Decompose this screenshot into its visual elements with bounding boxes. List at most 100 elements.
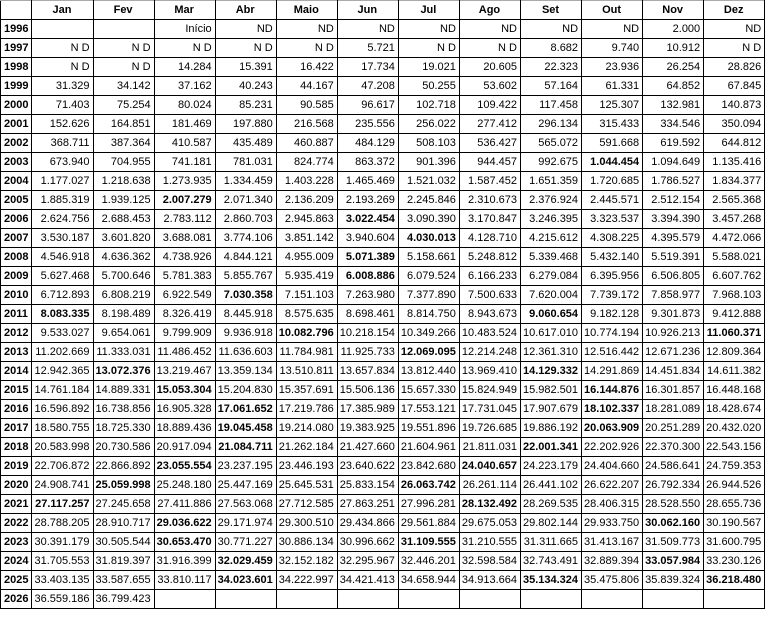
value-cell: 32.152.182 bbox=[275, 551, 338, 571]
column-header-maio: Maio bbox=[275, 0, 338, 20]
header-row: Jan Fev Mar Abr Maio Jun Jul Ago Set Out Nov Dez bbox=[0, 0, 765, 20]
value-cell: 30.653.470 bbox=[153, 532, 216, 552]
value-cell: 23.055.554 bbox=[153, 456, 216, 476]
value-cell: 25.059.998 bbox=[92, 475, 155, 495]
value-cell: 19.214.080 bbox=[275, 418, 338, 438]
year-cell: 2001 bbox=[0, 114, 33, 134]
value-cell: 2.071.340 bbox=[214, 190, 277, 210]
value-cell: 109.422 bbox=[458, 95, 521, 115]
value-cell: 33.810.117 bbox=[153, 570, 216, 590]
value-cell: 34.023.601 bbox=[214, 570, 277, 590]
value-cell: 1.939.125 bbox=[92, 190, 155, 210]
value-cell: 132.981 bbox=[642, 95, 705, 115]
value-cell: 6.607.762 bbox=[703, 266, 765, 286]
value-cell: 1.521.032 bbox=[397, 171, 460, 191]
column-header-jun: Jun bbox=[336, 0, 399, 20]
column-header-jan: Jan bbox=[31, 0, 94, 20]
value-cell: 28.528.550 bbox=[642, 494, 705, 514]
value-cell: 14.284 bbox=[153, 57, 216, 77]
value-cell: 5.588.021 bbox=[703, 247, 765, 267]
value-cell: 12.942.365 bbox=[31, 361, 94, 381]
value-cell: N D bbox=[92, 38, 155, 58]
value-cell: 24.040.657 bbox=[458, 456, 521, 476]
value-cell: 4.128.710 bbox=[458, 228, 521, 248]
value-cell: 3.457.268 bbox=[703, 209, 765, 229]
value-cell: 23.842.680 bbox=[397, 456, 460, 476]
year-cell: 2017 bbox=[0, 418, 33, 438]
table-row: 2005 1.885.319 1.939.125 2.007.279 2.071.340… bbox=[0, 190, 765, 210]
value-cell: 2.310.673 bbox=[458, 190, 521, 210]
year-cell: 2011 bbox=[0, 304, 33, 324]
value-cell: 197.880 bbox=[214, 114, 277, 134]
value-cell: N D bbox=[703, 38, 765, 58]
value-cell: 619.592 bbox=[642, 133, 705, 153]
value-cell: 22.370.300 bbox=[642, 437, 705, 457]
value-cell: 12.516.442 bbox=[581, 342, 644, 362]
value-cell: 27.996.281 bbox=[397, 494, 460, 514]
value-cell: 25.447.169 bbox=[214, 475, 277, 495]
value-cell: 26.063.742 bbox=[397, 475, 460, 495]
value-cell: 31.311.665 bbox=[519, 532, 583, 552]
value-cell: 10.926.213 bbox=[642, 323, 705, 343]
value-cell: N D bbox=[153, 38, 216, 58]
value-cell: 13.812.440 bbox=[397, 361, 460, 381]
value-cell: 35.475.806 bbox=[581, 570, 644, 590]
value-cell: 22.543.156 bbox=[703, 437, 765, 457]
value-cell: 16.301.857 bbox=[642, 380, 705, 400]
value-cell: 30.996.662 bbox=[336, 532, 399, 552]
value-cell: 5.935.419 bbox=[275, 266, 338, 286]
value-cell: 12.214.248 bbox=[458, 342, 521, 362]
value-cell: 22.001.341 bbox=[519, 437, 583, 457]
table-row: 2015 14.761.184 14.889.331 15.053.304 15.204… bbox=[0, 380, 765, 400]
value-cell: 27.563.068 bbox=[214, 494, 277, 514]
value-cell: 29.675.053 bbox=[458, 513, 521, 533]
value-cell bbox=[519, 589, 583, 609]
value-cell: 2.565.368 bbox=[703, 190, 765, 210]
value-cell: 2.376.924 bbox=[519, 190, 583, 210]
value-cell: 8.814.750 bbox=[397, 304, 460, 324]
value-cell: 6.808.219 bbox=[92, 285, 155, 305]
value-cell: 21.604.961 bbox=[397, 437, 460, 457]
value-cell: 117.458 bbox=[519, 95, 583, 115]
value-cell: 9.533.027 bbox=[31, 323, 94, 343]
value-cell: 33.230.126 bbox=[703, 551, 765, 571]
value-cell: 28.406.315 bbox=[581, 494, 644, 514]
value-cell: 11.784.981 bbox=[275, 342, 338, 362]
value-cell: 19.886.192 bbox=[519, 418, 583, 438]
value-cell: N D bbox=[275, 38, 338, 58]
value-cell: 12.671.236 bbox=[642, 342, 705, 362]
value-cell: 6.712.893 bbox=[31, 285, 94, 305]
value-cell: 781.031 bbox=[214, 152, 277, 172]
value-cell: 21.262.184 bbox=[275, 437, 338, 457]
value-cell: 673.940 bbox=[31, 152, 94, 172]
value-cell: 34.658.944 bbox=[397, 570, 460, 590]
value-cell: 34.913.664 bbox=[458, 570, 521, 590]
year-cell: 2012 bbox=[0, 323, 33, 343]
year-cell: 2007 bbox=[0, 228, 33, 248]
value-cell: 1.135.416 bbox=[703, 152, 765, 172]
value-cell: 14.611.382 bbox=[703, 361, 765, 381]
table-row: 2017 18.580.755 18.725.330 18.889.436 19.045… bbox=[0, 418, 765, 438]
value-cell: 1.273.935 bbox=[153, 171, 216, 191]
value-cell: 18.102.337 bbox=[581, 399, 644, 419]
value-cell: 8.575.635 bbox=[275, 304, 338, 324]
value-cell: 5.700.646 bbox=[92, 266, 155, 286]
table-row: 2001 152.626 164.851 181.469 197.880 216.568 2… bbox=[0, 114, 765, 134]
value-cell: 9.412.888 bbox=[703, 304, 765, 324]
value-cell: 31.329 bbox=[31, 76, 94, 96]
value-cell: 6.922.549 bbox=[153, 285, 216, 305]
value-cell: 5.248.812 bbox=[458, 247, 521, 267]
value-cell: 2.445.571 bbox=[581, 190, 644, 210]
value-cell: 71.403 bbox=[31, 95, 94, 115]
value-cell: 61.331 bbox=[581, 76, 644, 96]
year-cell: 2026 bbox=[0, 589, 33, 609]
value-cell: 9.182.128 bbox=[581, 304, 644, 324]
value-cell: 10.483.524 bbox=[458, 323, 521, 343]
value-cell: 17.731.045 bbox=[458, 399, 521, 419]
year-cell: 2024 bbox=[0, 551, 33, 571]
column-header-mar: Mar bbox=[153, 0, 216, 20]
value-cell: 31.916.399 bbox=[153, 551, 216, 571]
value-cell: 13.359.134 bbox=[214, 361, 277, 381]
value-cell: 37.162 bbox=[153, 76, 216, 96]
value-cell: 90.585 bbox=[275, 95, 338, 115]
